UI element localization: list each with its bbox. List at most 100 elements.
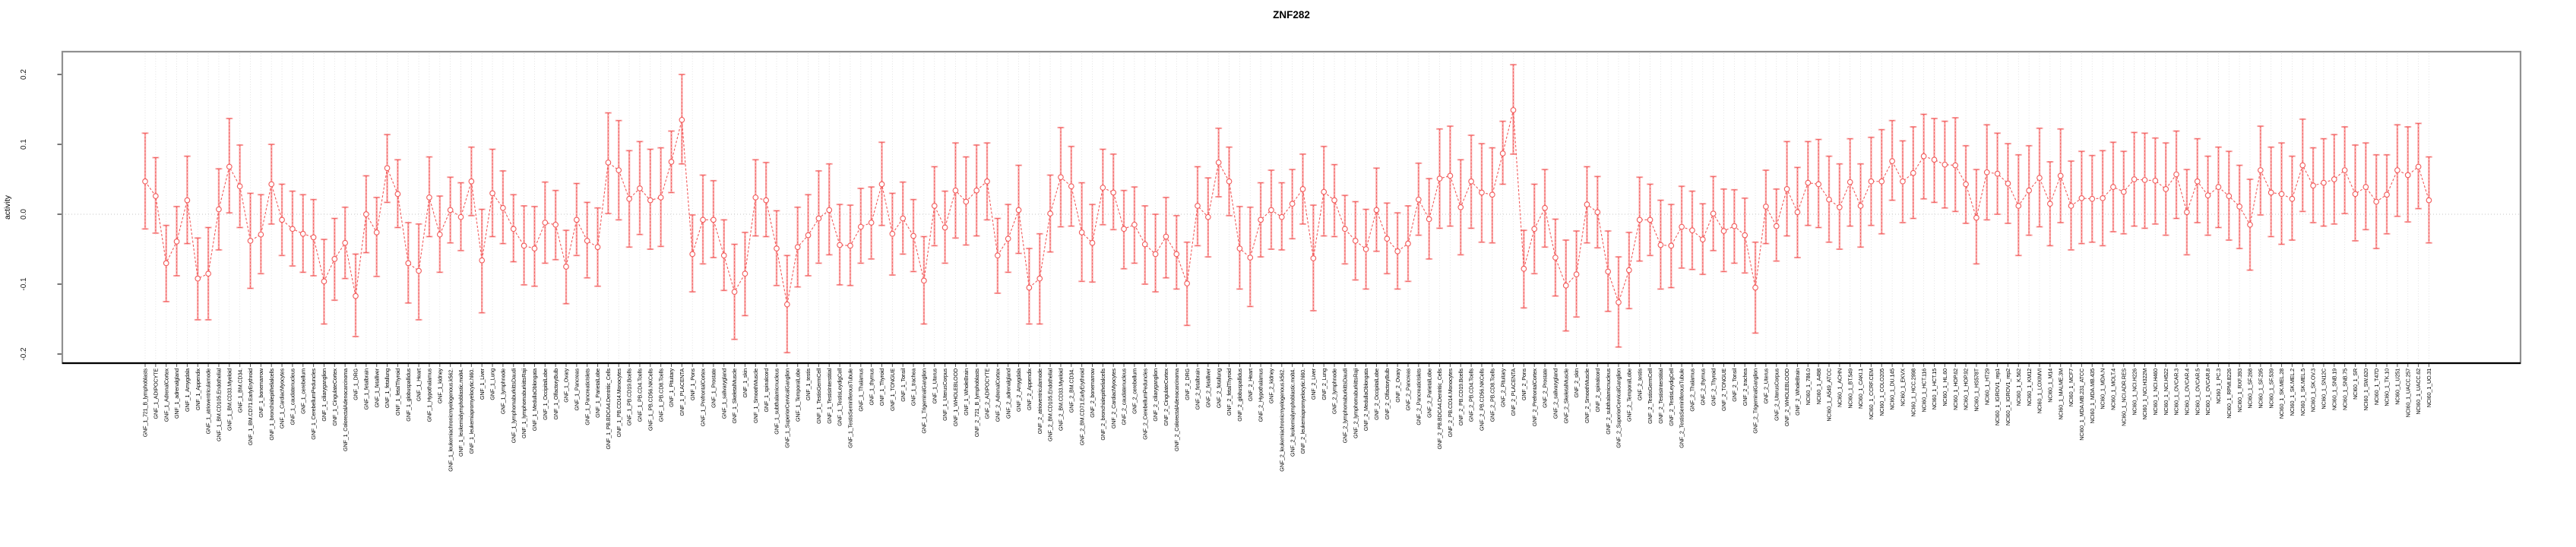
x-tick-label: GNF_1_Thalamus	[857, 368, 864, 411]
data-point	[1878, 178, 1885, 185]
x-tick-label: GNF_1_WHOLEBLOOD	[952, 368, 959, 426]
x-tick-label: GNF_2_Liver	[1310, 368, 1317, 400]
data-point	[1005, 236, 1011, 242]
data-point	[1920, 153, 1927, 160]
x-tick-label: GNF_2_testis	[1636, 368, 1643, 400]
data-point	[468, 178, 475, 185]
x-tick-label: GNF_1_Tonsil	[900, 368, 907, 401]
data-point	[1605, 268, 1611, 275]
x-tick-label: GNF_2_Thalamus	[1689, 368, 1696, 411]
x-tick-label: GNF_2_PB.CD14.Monocytes	[1447, 368, 1454, 437]
x-tick-label: NCI60_1_M14	[2046, 368, 2053, 403]
data-point	[2289, 195, 2296, 202]
data-point	[521, 242, 527, 249]
x-tick-label: NCI60_1_HCC.2998	[1910, 368, 1916, 417]
data-point	[363, 211, 369, 217]
x-tick-label: NCI60_1_SF.268	[2247, 368, 2254, 409]
x-tick-label: GNF_2_skin	[1573, 368, 1580, 398]
x-tick-label: GNF_2_PB.CD8.Tcells	[1489, 368, 1495, 422]
data-point	[1594, 209, 1601, 216]
data-point	[342, 239, 349, 246]
x-tick-label: NCI60_1_CCRF.CEM	[1868, 368, 1875, 419]
x-tick-label: NCI60_1_EKVX	[1900, 368, 1907, 406]
x-tick-label: GNF_2_Pons	[1521, 368, 1527, 400]
x-tick-label: GNF_2_fetalliver	[1204, 368, 1211, 407]
y-tick-label: 0.1	[20, 139, 28, 150]
x-tick-label: NCI60_1_NCI.ADR.RES	[2120, 368, 2127, 426]
data-point	[889, 230, 896, 237]
data-point	[2426, 197, 2432, 204]
data-point	[594, 244, 601, 251]
data-point	[500, 204, 506, 211]
data-point	[1195, 203, 1201, 209]
data-point	[2194, 178, 2201, 185]
data-point	[1310, 255, 1317, 261]
data-point	[2321, 179, 2327, 186]
x-tick-label: GNF_2_cerebellum	[1131, 368, 1138, 414]
x-tick-label: GNF_2_WHOLEBLOOD	[1783, 368, 1790, 426]
x-tick-label: GNF_1_leukemiachronicmyelogenous.k562.	[447, 368, 454, 472]
x-tick-label: NCI60_1_IGROV1_rep1	[1994, 368, 2001, 425]
data-point	[1668, 242, 1675, 249]
data-point	[1626, 267, 1632, 274]
data-point	[2278, 191, 2285, 198]
x-tick-label: NCI60_1_OVCAR.3	[2173, 368, 2180, 416]
data-point	[1826, 196, 1832, 203]
x-tick-label: GNF_1_AdrenalCortex	[163, 368, 169, 422]
x-tick-label: NCI60_1_SF.295	[2257, 368, 2264, 409]
data-point	[794, 244, 801, 251]
x-tick-label: GNF_1_Thyroid	[878, 368, 885, 406]
data-point	[2068, 203, 2074, 209]
data-point	[941, 224, 948, 231]
x-tick-label: GNF_1_TestisGermCell	[815, 368, 822, 423]
x-tick-label: GNF_1_CerebellumPeduncles	[310, 368, 317, 439]
data-point	[1141, 241, 1148, 248]
x-tick-label: GNF_2_lymphomaburkittsDaudi	[1342, 368, 1349, 443]
data-point	[552, 221, 559, 228]
x-tick-label: NCI60_1_HL.60	[1941, 368, 1948, 406]
x-tick-label: NCI60_1_MALME.3M	[2057, 368, 2064, 420]
x-tick-label: GNF_2_ciliaryganglion	[1152, 368, 1159, 422]
x-tick-label: GNF_1_ADIPOCYTE	[152, 368, 159, 419]
data-point	[2373, 198, 2380, 205]
data-point	[1542, 204, 1548, 211]
data-point	[2331, 176, 2337, 182]
x-tick-label: GNF_1_trachea	[910, 368, 917, 406]
x-tick-label: GNF_1_leukemialymphoblastic.molt4.	[457, 368, 464, 457]
data-point	[805, 232, 812, 239]
data-point	[826, 207, 833, 213]
data-point	[2078, 194, 2085, 201]
data-point	[2015, 203, 2022, 209]
data-point	[1752, 284, 1758, 291]
data-point	[2141, 177, 2148, 183]
data-point	[1278, 213, 1285, 220]
x-tick-label: GNF_2_BM.CD34.	[1068, 368, 1074, 413]
x-tick-label: GNF_2_leukemiachronicmyelogenous.k562.	[1278, 368, 1285, 472]
data-point	[1973, 214, 1979, 221]
x-tick-label: NCI60_1_SW.620	[2362, 368, 2369, 411]
x-tick-label: GNF_2_lymphnode	[1331, 368, 1338, 414]
data-point	[584, 238, 590, 244]
data-point	[1900, 178, 1906, 185]
data-point	[731, 289, 738, 295]
x-tick-label: GNF_2_Uterus	[1763, 368, 1770, 403]
data-point	[1089, 239, 1096, 246]
data-point	[1184, 280, 1190, 286]
x-tick-label: GNF_2_CingulateCortex	[1163, 368, 1169, 425]
data-point	[1100, 185, 1106, 191]
series-line	[144, 109, 2429, 305]
y-tick-label: 0.0	[20, 209, 28, 220]
data-point	[2258, 167, 2264, 173]
data-point	[605, 160, 612, 166]
chart-title: ZNF282	[1273, 9, 1310, 21]
data-point	[837, 242, 843, 248]
x-tick-label: GNF_2_spinalcord	[1594, 368, 1601, 413]
x-tick-label: GNF_1_Pituitary	[668, 368, 675, 406]
x-tick-label: NCI60_1_MDA.N	[2100, 368, 2106, 409]
data-point	[2036, 175, 2043, 182]
x-tick-label: GNF_2_TemporalLobe	[1625, 368, 1632, 422]
data-point	[1794, 209, 1801, 216]
data-point	[1773, 223, 1780, 229]
data-point	[1121, 226, 1127, 232]
